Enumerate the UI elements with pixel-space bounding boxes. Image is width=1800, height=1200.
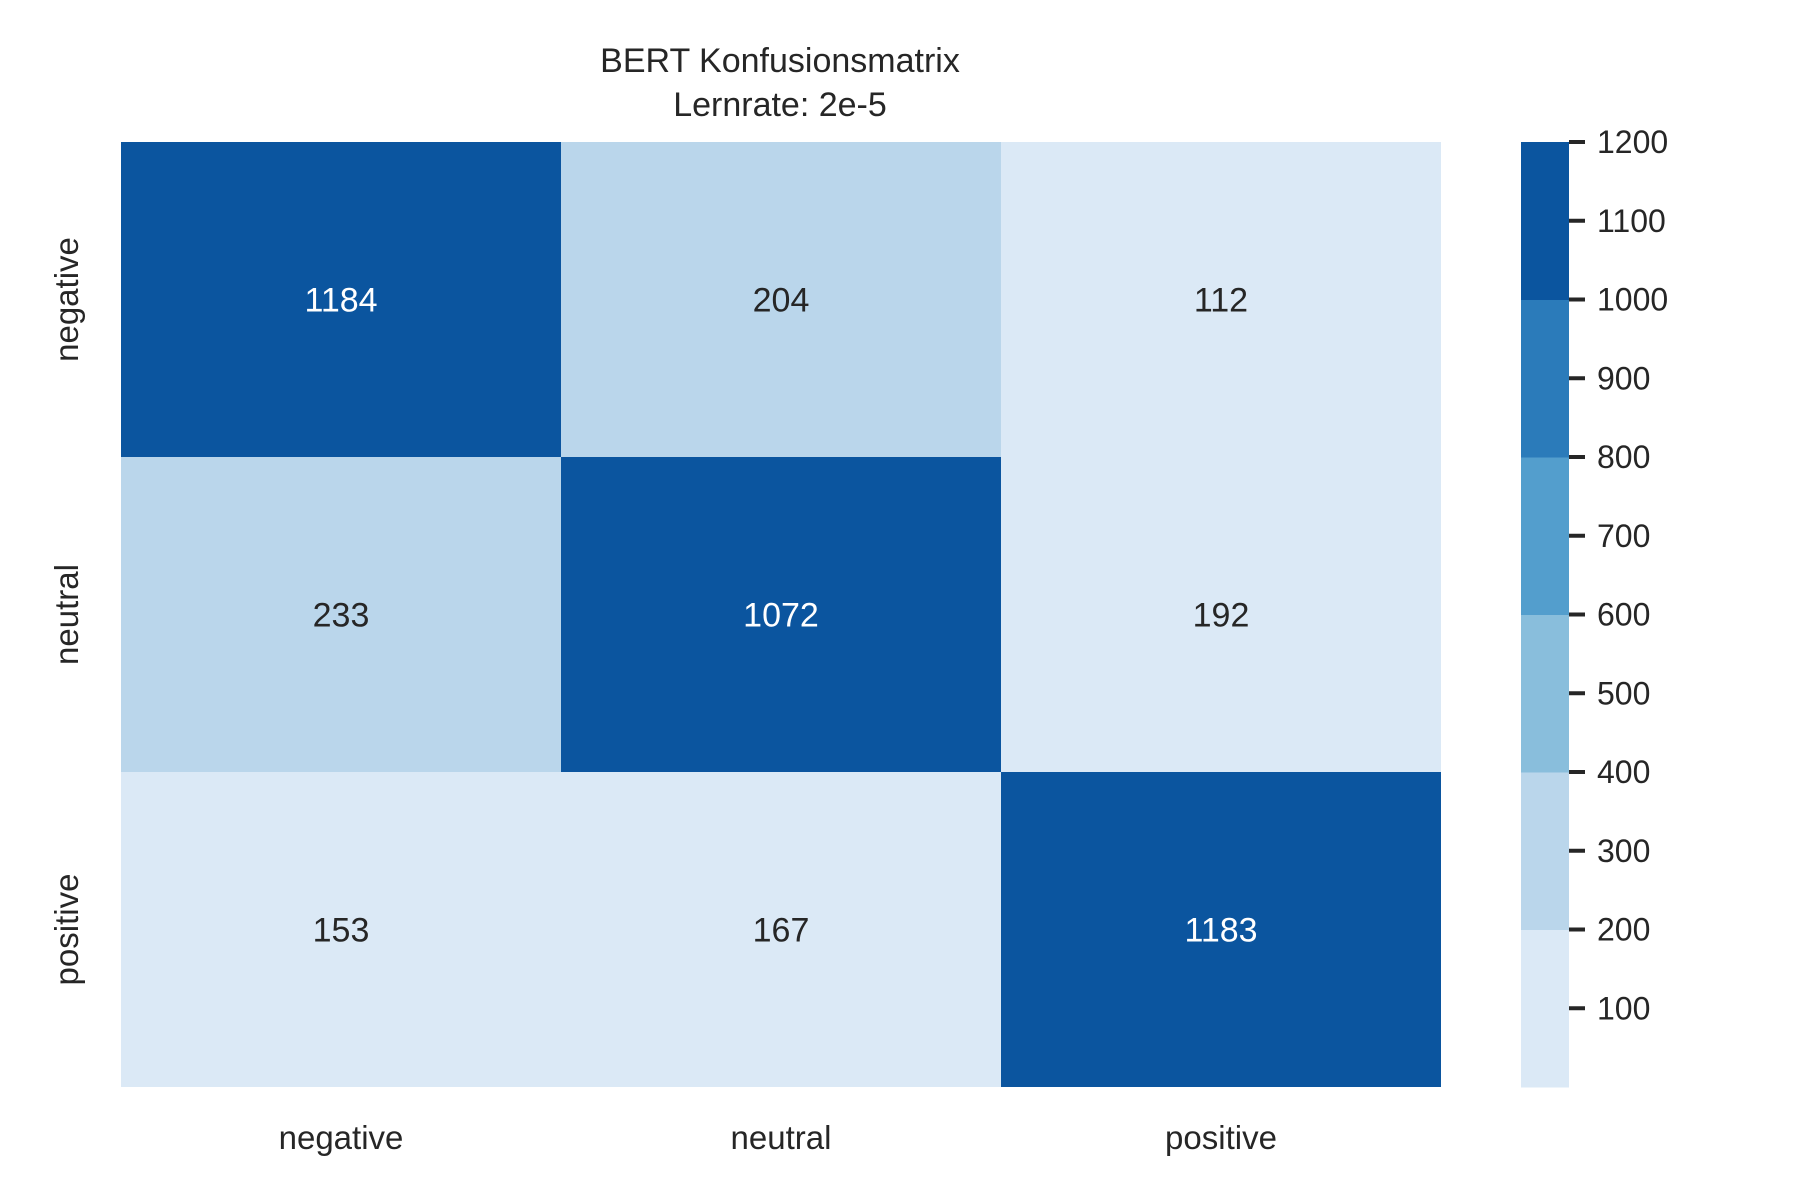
- cell-value-label: 1183: [1184, 912, 1257, 950]
- colorbar-band: [1521, 772, 1569, 930]
- y-tick-label-positive: positive: [48, 874, 85, 986]
- colorbar-tick-label: 1000: [1597, 282, 1668, 318]
- colorbar-tick-label: 400: [1597, 754, 1650, 790]
- colorbar-tick-label: 500: [1597, 675, 1650, 711]
- cell-value-label: 112: [1194, 282, 1248, 320]
- colorbar-tick-label: 900: [1597, 360, 1650, 396]
- cell-value-label: 204: [753, 282, 810, 320]
- colorbar-tick-label: 800: [1597, 439, 1650, 475]
- colorbar-tick-label: 1100: [1597, 203, 1666, 239]
- colorbar-band: [1521, 299, 1569, 458]
- x-tick-label-negative: negative: [279, 1119, 404, 1156]
- heatmap-cell-neutral-positive: [1001, 457, 1441, 772]
- heatmap-cell-neutral-negative: [121, 457, 561, 772]
- heatmap-cell-negative-negative: [121, 142, 561, 457]
- y-tick-label-neutral: neutral: [48, 564, 85, 665]
- colorbar-band: [1521, 929, 1569, 1088]
- heatmap-cell-negative-positive: [1001, 142, 1441, 457]
- cell-value-label: 192: [1193, 597, 1250, 635]
- heatmap-cell-positive-positive: [1001, 772, 1441, 1087]
- heatmap-cells: [121, 142, 1441, 1087]
- colorbar-tick-label: 200: [1597, 912, 1650, 948]
- x-tick-label-neutral: neutral: [731, 1119, 832, 1156]
- heatmap-cell-neutral-neutral: [561, 457, 1001, 772]
- colorbar-ticks: 100 200 300 400 500 600 700 800 900 1000 1100 1200: [1569, 124, 1668, 1026]
- colorbar-tick-label: 300: [1597, 833, 1650, 869]
- y-tick-label-negative: negative: [48, 237, 85, 362]
- x-tick-label-positive: positive: [1165, 1119, 1277, 1156]
- chart-title: BERT Konfusionsmatrix: [600, 42, 960, 80]
- colorbar-band: [1521, 457, 1569, 615]
- heatmap-cell-positive-negative: [121, 772, 561, 1087]
- cell-value-label: 1072: [743, 597, 819, 635]
- cell-value-label: 167: [753, 912, 810, 950]
- colorbar-tick-label: 100: [1597, 990, 1650, 1026]
- heatmap-cell-labels: 1184 204 112 233 1072 192 153 167 1183: [304, 282, 1257, 950]
- cell-value-label: 233: [313, 597, 370, 635]
- colorbar: [1521, 142, 1569, 1088]
- cell-value-label: 1184: [304, 282, 377, 320]
- colorbar-tick-label: 700: [1597, 518, 1650, 554]
- colorbar-tick-label: 600: [1597, 597, 1650, 633]
- cell-value-label: 153: [313, 912, 370, 950]
- colorbar-band: [1521, 614, 1569, 773]
- colorbar-tick-label: 1200: [1597, 124, 1668, 160]
- chart-subtitle: Lernrate: 2e-5: [673, 86, 887, 124]
- y-axis-tick-labels: negative neutral positive: [48, 237, 85, 985]
- x-axis-tick-labels: negative neutral positive: [279, 1119, 1277, 1156]
- heatmap-cell-negative-neutral: [561, 142, 1001, 457]
- heatmap-cell-positive-neutral: [561, 772, 1001, 1087]
- colorbar-band: [1521, 142, 1569, 300]
